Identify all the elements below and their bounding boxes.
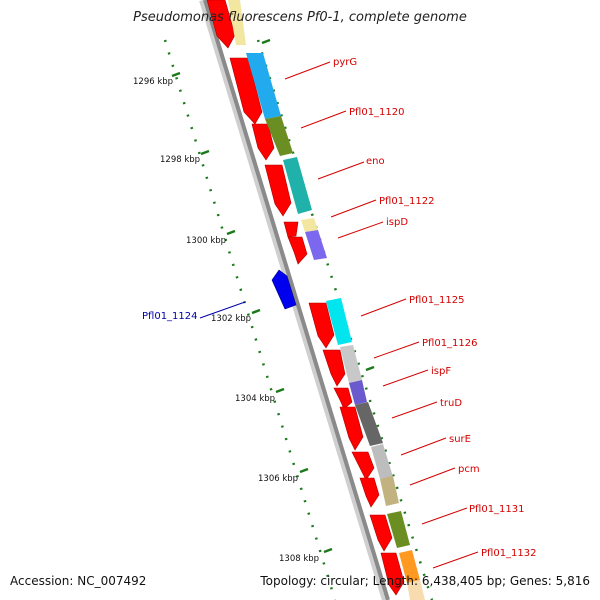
cog-block-Pfl01-1131 (387, 511, 410, 548)
gene-label-Pfl01-1124[interactable]: Pfl01_1124 (142, 311, 198, 322)
ruler-tick-outer-1 (261, 38, 271, 45)
cog-block-eno (283, 157, 312, 214)
ruler-label-1296: 1296 kbp (133, 77, 173, 87)
cog-block-1 (228, 0, 246, 45)
ruler-tick-1302 (251, 308, 261, 315)
gene-labels: pyrG Pfl01_1120 eno Pfl01_1122 ispD Pfl0… (142, 57, 537, 559)
ruler-label-1306: 1306 kbp (258, 474, 298, 484)
gene-arrow-eno[interactable] (264, 164, 292, 217)
ruler-label-1308: 1308 kbp (279, 554, 319, 564)
gene-label-pyrG[interactable]: pyrG (333, 57, 357, 68)
cog-block-surE (371, 444, 393, 479)
gene-arrow-1[interactable] (206, 0, 236, 49)
gene-arrow-ispF[interactable] (333, 387, 353, 410)
gene-label-eno[interactable]: eno (366, 156, 385, 167)
gene-arrow-surE[interactable] (351, 451, 375, 481)
gene-arrow-pcm[interactable] (359, 477, 380, 508)
gene-label-Pfl01-1120[interactable]: Pfl01_1120 (349, 107, 405, 118)
cog-block-Pfl01-1120 (265, 116, 293, 156)
ruler-label-1300: 1300 kbp (186, 236, 226, 246)
gene-arrow-Pfl01-1132[interactable] (380, 552, 405, 596)
gene-label-Pfl01-1132[interactable]: Pfl01_1132 (481, 548, 537, 559)
cog-block-truD (355, 402, 383, 446)
forward-cds-track (206, 0, 405, 596)
gene-label-surE[interactable]: surE (449, 434, 471, 445)
cog-block-Pfl01-1122 (301, 218, 318, 232)
cog-block-Pfl01-1126 (340, 345, 362, 383)
position-ruler: 1296 kbp 1298 kbp 1300 kbp 1302 kbp 1304… (133, 38, 375, 564)
cog-block-Pfl01-1125 (326, 298, 352, 345)
gene-arrow-Pfl01-1131[interactable] (369, 514, 393, 552)
gene-arrow-Pfl01-1125[interactable] (308, 302, 335, 349)
ruler-tick-1298 (200, 149, 210, 156)
gene-label-ispF[interactable]: ispF (431, 366, 451, 377)
cog-block-pyrG (246, 53, 281, 119)
cog-block-ispF (349, 380, 367, 405)
callout-lines (199, 61, 479, 569)
gene-arrow-truD[interactable] (339, 406, 364, 451)
map-title: Pseudomonas fluorescens Pf0-1, complete … (133, 10, 467, 25)
gene-arrow-Pfl01-1124[interactable] (271, 269, 297, 310)
ruler-tick-1308 (323, 547, 333, 554)
genome-backbone (199, 0, 390, 600)
gene-arrow-Pfl01-1120[interactable] (251, 123, 275, 161)
gene-label-Pfl01-1126[interactable]: Pfl01_1126 (422, 338, 478, 349)
gene-label-Pfl01-1131[interactable]: Pfl01_1131 (469, 504, 525, 515)
cog-block-tail (407, 580, 425, 600)
gene-label-Pfl01-1125[interactable]: Pfl01_1125 (409, 295, 465, 306)
cog-block-ispD (305, 230, 327, 260)
cog-block-Pfl01-1132 (399, 550, 420, 583)
gene-label-ispD[interactable]: ispD (386, 217, 408, 228)
gene-arrow-ispD[interactable] (287, 236, 308, 265)
ruler-label-1298: 1298 kbp (160, 155, 200, 165)
ruler-label-1302: 1302 kbp (211, 314, 251, 324)
ruler-tick-1296 (171, 71, 181, 78)
accession-text: Accession: NC_007492 (10, 574, 147, 588)
reverse-cds-track (271, 269, 297, 310)
ruler-tick-outer-2 (365, 365, 375, 372)
ruler-tick-1300 (226, 229, 236, 236)
topology-text: Topology: circular; Length: 6,438,405 bp… (260, 574, 590, 588)
ruler-tick-1306 (299, 467, 309, 474)
ruler-tick-1304 (275, 387, 285, 394)
gene-label-truD[interactable]: truD (440, 398, 462, 409)
gene-arrow-Pfl01-1122[interactable] (283, 221, 299, 238)
cog-block-pcm (380, 476, 399, 506)
gene-arrow-Pfl01-1126[interactable] (322, 349, 346, 387)
gene-arrow-pyrG[interactable] (229, 57, 263, 125)
gene-label-pcm[interactable]: pcm (458, 464, 480, 475)
gene-label-Pfl01-1122[interactable]: Pfl01_1122 (379, 196, 435, 207)
cog-category-track (228, 0, 425, 600)
ruler-label-1304: 1304 kbp (235, 394, 275, 404)
